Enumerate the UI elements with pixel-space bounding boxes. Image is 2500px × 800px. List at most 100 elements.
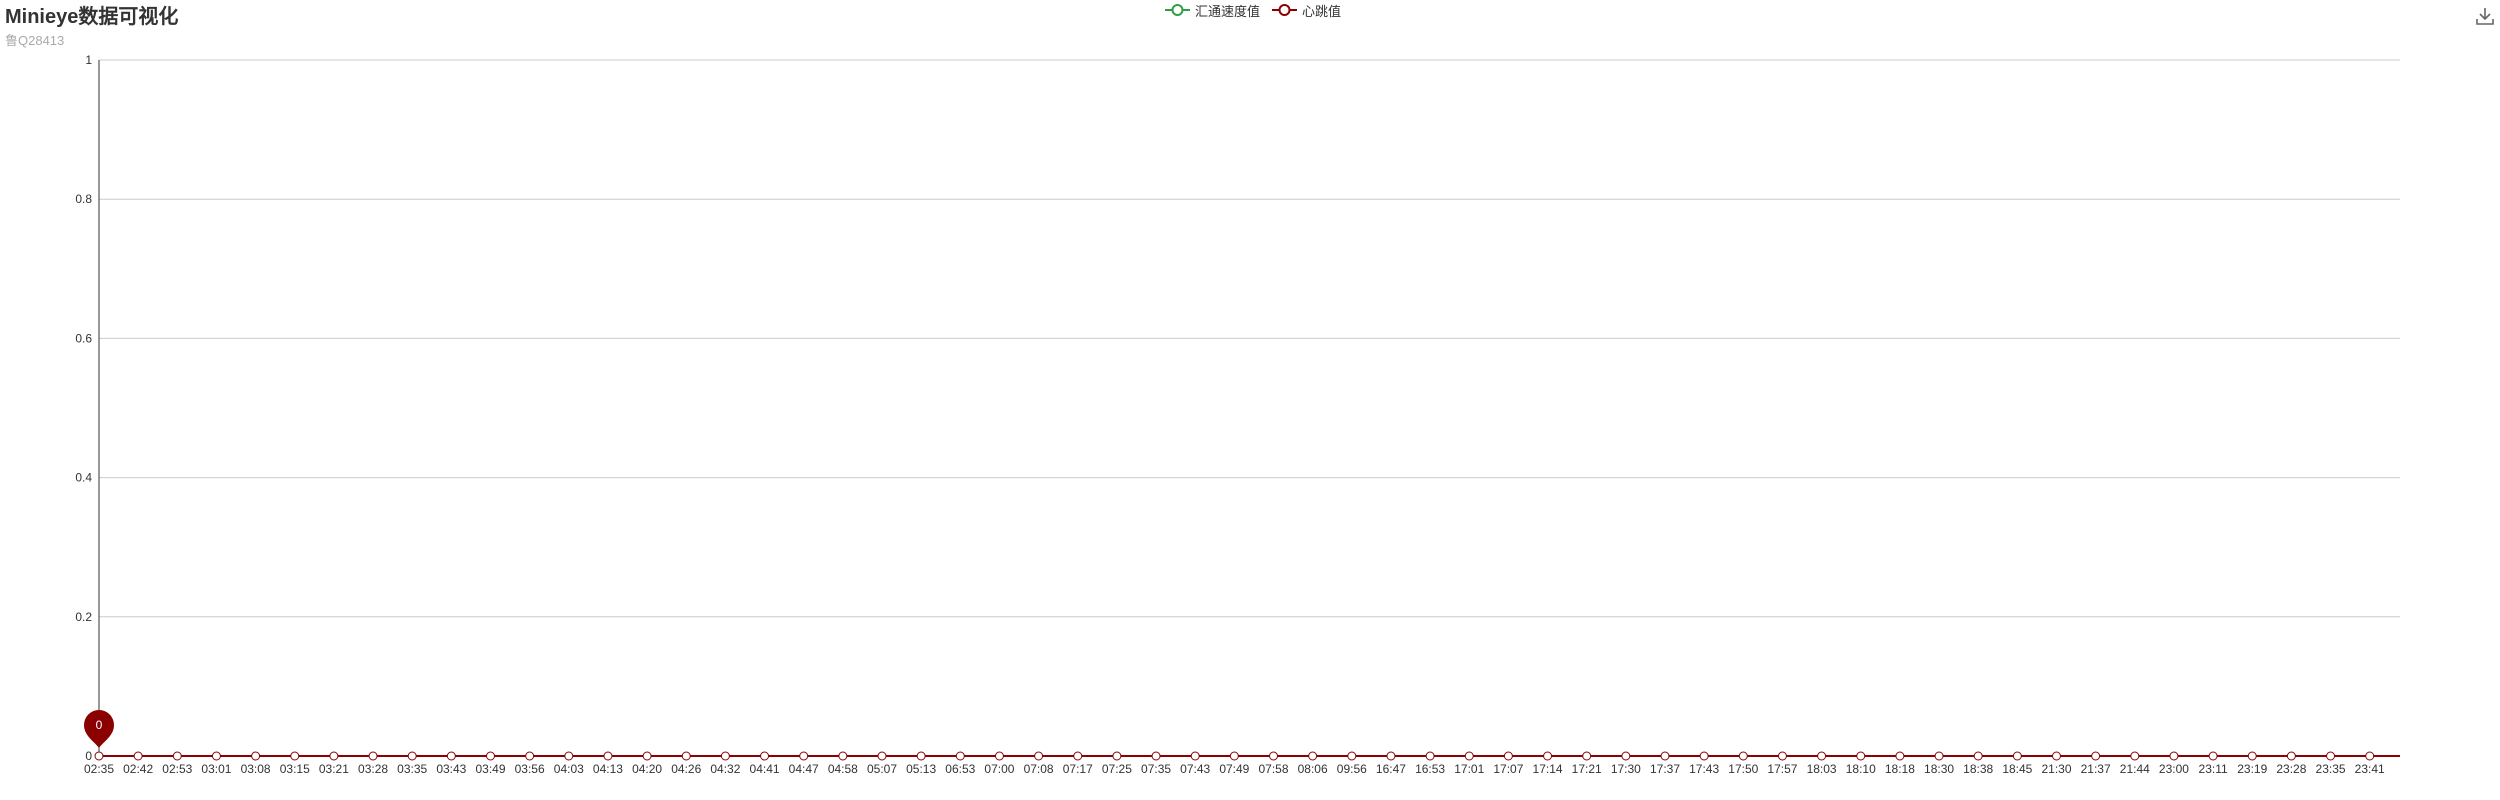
- data-point[interactable]: [1073, 751, 1083, 761]
- data-point[interactable]: [955, 751, 965, 761]
- data-point[interactable]: [1190, 751, 1200, 761]
- data-point[interactable]: [1425, 751, 1435, 761]
- data-point[interactable]: [2012, 751, 2022, 761]
- data-point[interactable]: [407, 751, 417, 761]
- x-tick-label: 18:38: [1963, 762, 1993, 776]
- x-tick-label: 17:30: [1611, 762, 1641, 776]
- data-point[interactable]: [1347, 751, 1357, 761]
- data-point[interactable]: [1386, 751, 1396, 761]
- x-tick-label: 04:58: [828, 762, 858, 776]
- data-point[interactable]: [94, 751, 104, 761]
- data-point[interactable]: [2326, 751, 2336, 761]
- data-point[interactable]: [1973, 751, 1983, 761]
- data-point[interactable]: [681, 751, 691, 761]
- x-tick-label: 18:45: [2002, 762, 2032, 776]
- x-tick-label: 03:49: [475, 762, 505, 776]
- data-point[interactable]: [877, 751, 887, 761]
- y-tick-label: 0.6: [75, 331, 92, 345]
- x-tick-label: 04:47: [789, 762, 819, 776]
- y-tick-label: 0.4: [75, 471, 92, 485]
- data-point[interactable]: [525, 751, 535, 761]
- data-point[interactable]: [642, 751, 652, 761]
- x-tick-label: 23:35: [2316, 762, 2346, 776]
- data-point[interactable]: [1308, 751, 1318, 761]
- data-point[interactable]: [211, 751, 221, 761]
- x-tick-label: 07:17: [1063, 762, 1093, 776]
- data-point[interactable]: [2286, 751, 2296, 761]
- data-point[interactable]: [994, 751, 1004, 761]
- x-tick-label: 07:49: [1219, 762, 1249, 776]
- x-tick-label: 16:47: [1376, 762, 1406, 776]
- data-point[interactable]: [1699, 751, 1709, 761]
- legend-item-speed[interactable]: 汇通速度值: [1165, 1, 1260, 20]
- series-1: [94, 751, 2400, 761]
- data-point[interactable]: [1817, 751, 1827, 761]
- data-point[interactable]: [1464, 751, 1474, 761]
- x-tick-label: 03:15: [280, 762, 310, 776]
- legend-item-heartbeat[interactable]: 心跳值: [1272, 1, 1341, 20]
- data-point[interactable]: [1034, 751, 1044, 761]
- data-point[interactable]: [172, 751, 182, 761]
- data-point[interactable]: [1621, 751, 1631, 761]
- data-point[interactable]: [2247, 751, 2257, 761]
- x-tick-label: 03:01: [201, 762, 231, 776]
- data-point[interactable]: [603, 751, 613, 761]
- data-point[interactable]: [760, 751, 770, 761]
- map-pin-icon: 0: [84, 710, 114, 748]
- data-point[interactable]: [1856, 751, 1866, 761]
- data-point[interactable]: [2130, 751, 2140, 761]
- x-tick-label: 21:44: [2120, 762, 2150, 776]
- data-point[interactable]: [916, 751, 926, 761]
- data-point[interactable]: [251, 751, 261, 761]
- data-point[interactable]: [799, 751, 809, 761]
- markers: 0: [84, 710, 114, 748]
- data-point[interactable]: [368, 751, 378, 761]
- data-point[interactable]: [1229, 751, 1239, 761]
- data-point[interactable]: [2052, 751, 2061, 761]
- x-tick-label: 02:53: [162, 762, 192, 776]
- chart-title: Minieye数据可视化: [5, 6, 179, 28]
- x-tick-label: 07:00: [984, 762, 1014, 776]
- x-tick-label: 03:43: [436, 762, 466, 776]
- data-point[interactable]: [1503, 751, 1513, 761]
- y-tick-label: 0.8: [75, 192, 92, 206]
- legend: 汇通速度值 心跳值: [1165, 0, 1341, 20]
- data-point[interactable]: [133, 751, 143, 761]
- data-point[interactable]: [1660, 751, 1670, 761]
- download-icon[interactable]: [2474, 5, 2496, 27]
- x-tick-label: 05:07: [867, 762, 897, 776]
- x-tick-label: 17:37: [1650, 762, 1680, 776]
- data-point[interactable]: [2091, 751, 2101, 761]
- data-point[interactable]: [2365, 751, 2375, 761]
- x-tick-label: 03:21: [319, 762, 349, 776]
- data-point[interactable]: [1543, 751, 1553, 761]
- data-point[interactable]: [329, 751, 339, 761]
- axes: 0 0.2 0.4 0.6 0.8 1 02:35 02:42 02:53 03:01 03:08 0…: [75, 53, 2400, 776]
- data-point[interactable]: [2169, 751, 2179, 761]
- x-tick-label: 17:01: [1454, 762, 1484, 776]
- data-point[interactable]: [1738, 751, 1748, 761]
- data-point[interactable]: [720, 751, 730, 761]
- data-point[interactable]: [564, 751, 574, 761]
- x-tick-label: 06:53: [945, 762, 975, 776]
- x-tick-label: 23:28: [2276, 762, 2306, 776]
- series: [94, 751, 2400, 761]
- x-tick-label: 03:28: [358, 762, 388, 776]
- x-tick-label: 05:13: [906, 762, 936, 776]
- data-point[interactable]: [290, 751, 300, 761]
- x-tick-label: 02:35: [84, 762, 114, 776]
- data-point[interactable]: [446, 751, 456, 761]
- data-point[interactable]: [2208, 751, 2218, 761]
- data-point[interactable]: [1777, 751, 1787, 761]
- data-point[interactable]: [1582, 751, 1592, 761]
- x-tick-label: 04:13: [593, 762, 623, 776]
- data-point[interactable]: [486, 751, 495, 761]
- data-point[interactable]: [1895, 751, 1905, 761]
- x-tick-label: 09:56: [1337, 762, 1367, 776]
- data-point[interactable]: [1151, 751, 1161, 761]
- data-point[interactable]: [1934, 751, 1944, 761]
- data-point[interactable]: [1269, 751, 1278, 761]
- data-point[interactable]: [838, 751, 848, 761]
- data-point[interactable]: [1112, 751, 1122, 761]
